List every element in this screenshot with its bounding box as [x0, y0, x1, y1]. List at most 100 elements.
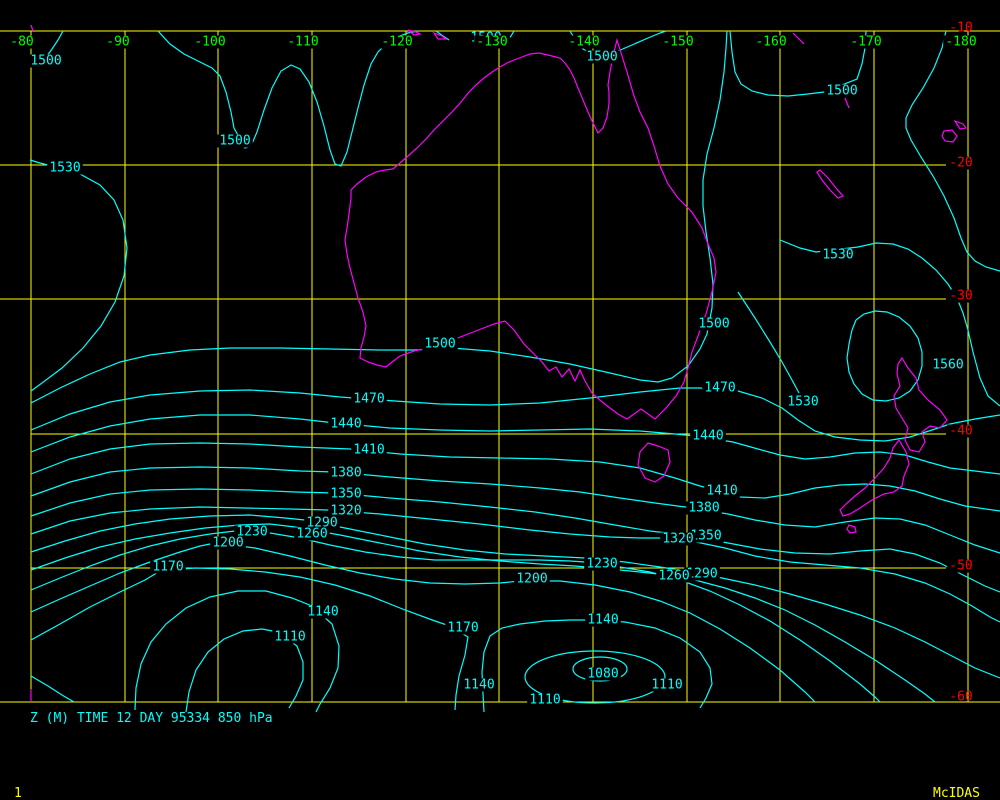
contour-label-mask	[351, 443, 387, 457]
contour-label-mask	[294, 527, 330, 541]
coastline-path	[846, 524, 857, 534]
contour-label: 1530	[822, 248, 853, 263]
longitude-label: -90	[106, 35, 129, 50]
contour-label-mask	[272, 630, 308, 644]
contour-label-mask	[514, 572, 550, 586]
contour-line	[737, 291, 800, 394]
coastline-path	[941, 129, 958, 143]
coastlines	[30, 24, 968, 702]
longitude-label: -110	[287, 35, 318, 50]
contour-line-closed	[572, 656, 628, 682]
contour-label-mask	[660, 532, 696, 546]
contour-line	[617, 30, 667, 52]
contour-label: 1470	[704, 381, 735, 396]
longitude-label-mask	[285, 35, 321, 49]
contour-label-mask	[328, 466, 364, 480]
contour-label-mask	[584, 50, 620, 64]
contour-label-mask	[461, 678, 497, 692]
coastline-path	[816, 169, 845, 199]
contour-label-mask	[328, 417, 364, 431]
contour-label-mask	[585, 667, 621, 681]
latitude-label: -60	[949, 690, 972, 705]
latitude-label: -50	[949, 559, 972, 574]
contour-label-mask	[684, 567, 720, 581]
contour-label: 1500	[219, 134, 250, 149]
contour-label-mask	[690, 429, 726, 443]
contour-label: 1080	[587, 667, 618, 682]
contour-label: 1170	[152, 560, 183, 575]
longitude-label-mask	[379, 35, 415, 49]
latitude-label: -30	[949, 289, 972, 304]
contour-label-mask	[824, 84, 860, 98]
contour-line	[846, 310, 923, 402]
latitude-label-mask	[947, 156, 975, 170]
contour-label-mask	[688, 529, 724, 543]
contour-line	[29, 159, 49, 166]
longitude-label-mask	[192, 35, 228, 49]
contour-label: 1560	[932, 358, 963, 373]
contour-label-mask	[704, 484, 740, 498]
contour-line	[134, 590, 340, 713]
contour-line	[30, 675, 75, 703]
contour-label: 1110	[274, 630, 305, 645]
contour-label-mask	[305, 605, 341, 619]
longitude-label-mask	[8, 35, 36, 49]
contour-label: 1170	[447, 621, 478, 636]
contour-line	[30, 514, 1000, 679]
longitude-label-mask	[848, 35, 884, 49]
contour-line	[185, 628, 304, 713]
graticule-grid	[0, 30, 1000, 703]
contour-label-mask	[445, 621, 481, 635]
contour-line-closed	[524, 650, 666, 704]
contour-label: 1260	[296, 527, 327, 542]
contour-label-mask	[820, 248, 856, 262]
contour-label: 1200	[212, 536, 243, 551]
contour-label: 1530	[49, 161, 80, 176]
contour-label-mask	[785, 395, 821, 409]
contour-label: 1140	[307, 605, 338, 620]
longitude-label: -80	[10, 35, 33, 50]
annotations: Z (M) TIME 12 DAY 95334 850 hPa 1 McIDAS	[14, 711, 980, 800]
contour-line	[30, 542, 816, 703]
contour-line	[30, 30, 728, 404]
contour-label: 1500	[698, 317, 729, 332]
contour-label: 1500	[424, 337, 455, 352]
latitude-label: -10	[949, 21, 972, 36]
coastline-path	[637, 442, 671, 483]
contour-label: 1500	[30, 54, 61, 69]
contour-label-mask	[527, 693, 563, 707]
contour-line	[905, 30, 1000, 272]
contour-line	[30, 567, 469, 711]
longitude-label-mask	[474, 35, 510, 49]
contour-label: 1140	[587, 613, 618, 628]
contour-label-mask	[584, 557, 620, 571]
coastline-path	[792, 32, 805, 45]
contour-label: 1380	[330, 466, 361, 481]
contour-label: 1110	[651, 678, 682, 693]
longitude-label: -100	[194, 35, 225, 50]
contour-line	[30, 523, 936, 703]
latitude-label: -20	[949, 156, 972, 171]
longitude-label-mask	[566, 35, 602, 49]
contour-label: 1290	[686, 567, 717, 582]
contour-label: 1410	[706, 484, 737, 499]
contour-label: 1500	[826, 84, 857, 99]
contour-label: 1350	[690, 529, 721, 544]
contour-label: 1350	[330, 487, 361, 502]
contour-label-mask	[150, 560, 186, 574]
contour-label: 1320	[330, 504, 361, 519]
contour-line	[30, 466, 1000, 554]
coastline-path	[953, 119, 968, 130]
contour-line	[46, 30, 64, 57]
contour-label: 1500	[586, 50, 617, 65]
contour-label: 1380	[688, 501, 719, 516]
contour-label: 1200	[516, 572, 547, 587]
map-labels: 1500150015001500150015001500153015301530…	[8, 21, 979, 708]
contour-label-mask	[47, 161, 83, 175]
longitude-label: -120	[381, 35, 412, 50]
contour-line	[435, 30, 450, 41]
contour-label-mask	[328, 487, 364, 501]
